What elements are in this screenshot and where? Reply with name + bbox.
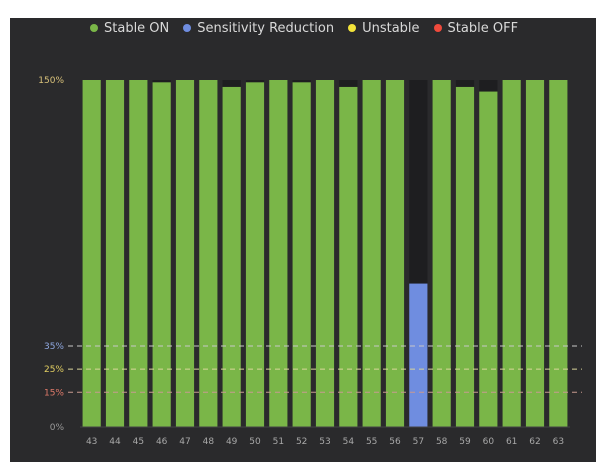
x-tick-label: 54 xyxy=(343,437,355,447)
x-tick-label: 48 xyxy=(203,437,215,447)
bar-57 xyxy=(409,283,428,427)
bar-46 xyxy=(152,82,171,428)
x-tick-label: 61 xyxy=(506,437,517,447)
bar-50 xyxy=(245,82,265,428)
y-tick-label: 15% xyxy=(44,388,64,398)
x-tick-label: 57 xyxy=(413,437,424,447)
bar-52 xyxy=(292,82,311,428)
x-tick-label: 43 xyxy=(86,437,97,447)
x-tick-label: 56 xyxy=(389,437,401,447)
legend-swatch xyxy=(90,24,98,32)
y-tick-label: 35% xyxy=(44,342,64,352)
y-tick-label: 0% xyxy=(50,423,65,433)
bar-55 xyxy=(362,80,381,427)
legend-item: Stable ON xyxy=(90,21,169,36)
legend-label: Sensitivity Reduction xyxy=(197,20,335,36)
x-tick-label: 49 xyxy=(226,437,238,447)
bar-56 xyxy=(385,80,405,427)
x-tick-label: 44 xyxy=(109,437,121,447)
bar-49 xyxy=(222,86,241,427)
chart-legend: Stable ON Sensitivity Reduction Unstable St… xyxy=(90,18,518,38)
legend-swatch xyxy=(183,24,192,32)
x-tick-label: 46 xyxy=(156,437,168,447)
legend-item: Stable OFF xyxy=(433,20,519,36)
bar-47 xyxy=(175,80,195,427)
x-tick-label: 62 xyxy=(529,437,540,447)
bar-48 xyxy=(199,80,218,427)
legend-item: Sensitivity Reduction xyxy=(183,21,334,36)
x-tick-label: 58 xyxy=(436,437,448,447)
bar-54 xyxy=(339,86,358,427)
bar-59 xyxy=(455,86,475,427)
x-tick-label: 47 xyxy=(179,437,190,447)
bar-43 xyxy=(82,80,101,427)
bar-45 xyxy=(129,80,148,427)
x-tick-label: 52 xyxy=(296,437,307,447)
bar-53 xyxy=(315,80,335,427)
legend-swatch xyxy=(348,24,357,32)
bar-61 xyxy=(502,80,521,427)
x-tick-label: 53 xyxy=(319,437,330,447)
bar-62 xyxy=(525,80,545,427)
x-tick-label: 45 xyxy=(133,437,144,447)
bar-60 xyxy=(479,91,498,428)
legend-label: Unstable xyxy=(362,20,420,36)
x-tick-label: 59 xyxy=(459,437,471,447)
legend-label: Stable OFF xyxy=(447,20,519,36)
x-tick-label: 50 xyxy=(249,437,261,447)
x-tick-label: 63 xyxy=(553,437,564,447)
legend-item: Unstable xyxy=(348,20,420,36)
bar-63 xyxy=(549,80,568,427)
bar-51 xyxy=(269,80,288,427)
x-tick-label: 55 xyxy=(366,437,377,447)
bar-44 xyxy=(105,80,125,427)
y-tick-label: 25% xyxy=(44,365,64,375)
bar-58 xyxy=(432,80,451,427)
x-tick-label: 51 xyxy=(273,437,284,447)
y-tick-label: 150% xyxy=(38,76,64,86)
x-tick-label: 60 xyxy=(483,437,495,447)
legend-swatch xyxy=(433,24,442,32)
legend-label: Stable ON xyxy=(104,20,170,36)
